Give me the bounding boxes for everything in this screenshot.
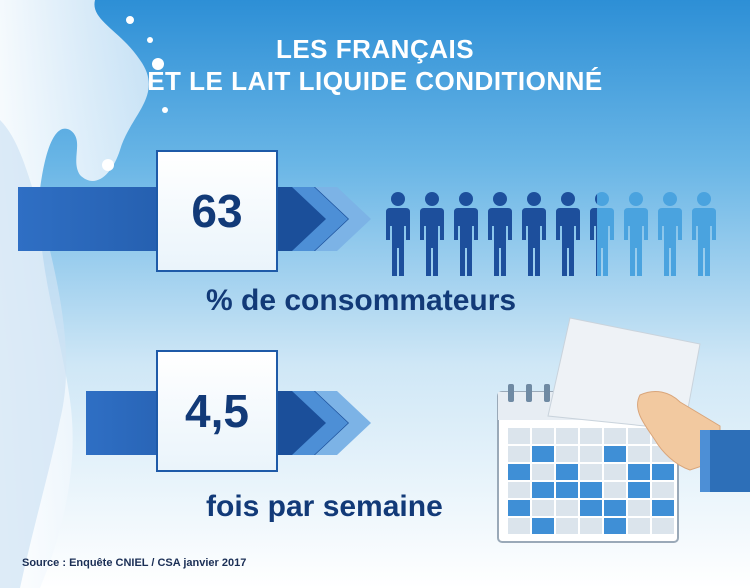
calendar-cell	[556, 428, 578, 444]
calendar-cell	[580, 500, 602, 516]
person-icon	[658, 192, 682, 276]
calendar-cell	[580, 464, 602, 480]
calendar-cell	[652, 482, 674, 498]
calendar-cell	[604, 482, 626, 498]
calendar-cell	[532, 500, 554, 516]
person-icon	[597, 192, 614, 276]
calendar-icon	[497, 384, 679, 543]
person-icon	[624, 192, 648, 276]
source-note: Source : Enquête CNIEL / CSA janvier 201…	[22, 557, 247, 569]
title-line-1: LES FRANÇAIS	[275, 34, 475, 64]
calendar-cell	[532, 428, 554, 444]
person-icon	[692, 192, 716, 276]
person-icon	[556, 192, 580, 276]
calendar-cell	[532, 464, 554, 480]
stat-caption-frequency: fois par semaine	[206, 490, 443, 523]
calendar-cell	[508, 428, 530, 444]
calendar-cell	[628, 464, 650, 480]
calendar-cell	[556, 500, 578, 516]
calendar-cell	[604, 446, 626, 462]
calendar-cell	[628, 482, 650, 498]
calendar-cell	[508, 500, 530, 516]
hand-icon	[637, 391, 750, 492]
calendar-cell	[628, 500, 650, 516]
stat-caption-consumers: % de consommateurs	[206, 284, 517, 317]
calendar-cell	[604, 500, 626, 516]
stat-value-frequency: 4,5	[156, 350, 278, 472]
calendar-cell	[532, 482, 554, 498]
calendar-cell	[532, 518, 554, 534]
calendar-cell	[556, 446, 578, 462]
calendar-cell	[580, 518, 602, 534]
person-icon	[488, 192, 512, 276]
calendar-cell	[604, 464, 626, 480]
calendar-cell	[652, 518, 674, 534]
calendar-cell	[508, 446, 530, 462]
calendar-cell	[628, 518, 650, 534]
title-line-2: ET LE LAIT LIQUIDE CONDITIONNÉ	[147, 66, 603, 96]
person-icon	[590, 193, 598, 276]
calendar-cell	[508, 482, 530, 498]
person-icon	[454, 192, 478, 276]
calendar-cell	[628, 428, 650, 444]
calendar-cell	[556, 482, 578, 498]
calendar-cell	[604, 428, 626, 444]
calendar-cell	[652, 464, 674, 480]
milk-splash-icon	[0, 0, 168, 588]
calendar-cell	[604, 518, 626, 534]
calendar-cell	[556, 518, 578, 534]
calendar-cell	[532, 446, 554, 462]
people-row	[386, 192, 716, 276]
calendar-cell	[652, 500, 674, 516]
calendar-cell	[580, 428, 602, 444]
stat-value-consumers: 63	[156, 150, 278, 272]
person-icon	[386, 192, 410, 276]
calendar-cell	[556, 464, 578, 480]
calendar-cell	[508, 464, 530, 480]
calendar-cell	[508, 518, 530, 534]
person-icon	[420, 192, 444, 276]
calendar-cell	[580, 446, 602, 462]
calendar-cell	[628, 446, 650, 462]
calendar-cell	[580, 482, 602, 498]
person-icon	[522, 192, 546, 276]
